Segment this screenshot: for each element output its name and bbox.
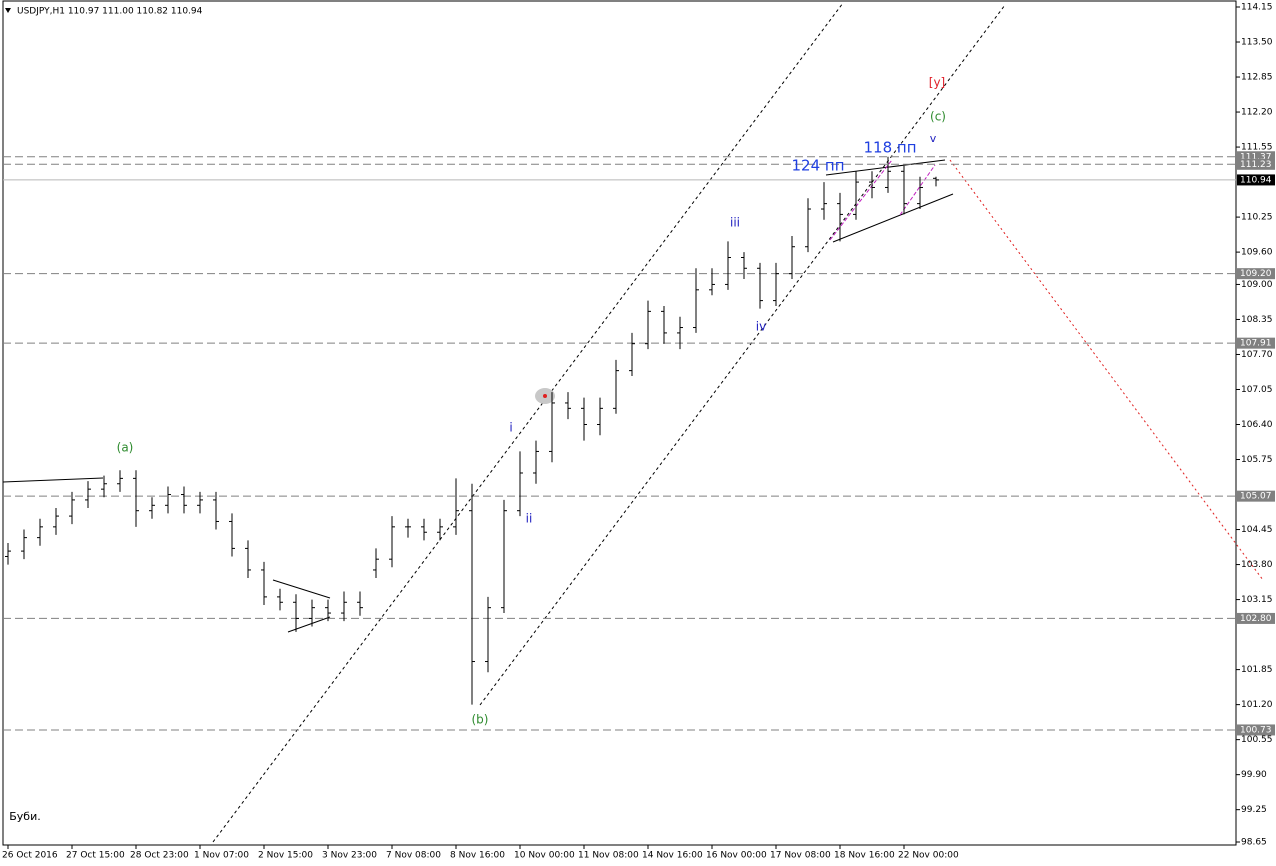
wave-label: iv	[756, 320, 766, 334]
x-tick-label: 7 Nov 08:00	[386, 851, 441, 861]
wave-label: (c)	[930, 110, 946, 124]
trend-line	[2, 477, 104, 483]
wave-label: ii	[526, 512, 533, 526]
y-tick-label: 112.85	[1241, 73, 1273, 83]
y-tick-label: 106.40	[1241, 420, 1273, 430]
y-tick-label: 109.60	[1241, 248, 1273, 258]
level-label: 102.80	[1240, 614, 1272, 624]
trend-line	[825, 159, 946, 176]
wave-label: iii	[730, 216, 740, 230]
wave-label: v	[930, 132, 937, 145]
wave-label: [y]	[929, 76, 945, 90]
y-tick-label: 105.75	[1241, 455, 1273, 465]
channel-line	[212, 2, 844, 843]
x-tick-label: 1 Nov 07:00	[194, 851, 249, 861]
x-tick-label: 16 Nov 00:00	[706, 851, 767, 861]
wave-label: i	[509, 421, 512, 435]
x-tick-label: 14 Nov 16:00	[642, 851, 703, 861]
y-tick-label: 101.85	[1241, 665, 1273, 675]
y-tick-label: 98.65	[1241, 838, 1267, 848]
y-tick-label: 103.80	[1241, 560, 1273, 570]
y-tick-label: 107.70	[1241, 350, 1273, 360]
y-tick-label: 109.00	[1241, 280, 1273, 290]
level-label: 105.07	[1240, 492, 1272, 502]
x-tick-label: 28 Oct 23:00	[130, 851, 189, 861]
trend-line	[832, 193, 954, 243]
wave-label: (a)	[117, 441, 134, 455]
y-tick-label: 100.55	[1241, 735, 1273, 745]
x-tick-label: 22 Nov 00:00	[898, 851, 959, 861]
projection-line	[949, 159, 1264, 581]
level-box	[1237, 337, 1275, 349]
y-tick-label: 112.20	[1241, 108, 1273, 118]
drawings	[2, 2, 1264, 843]
level-label: 100.73	[1240, 725, 1272, 735]
level-box	[1237, 612, 1275, 624]
wave-label: 118 пп	[863, 139, 916, 157]
level-label: 109.20	[1240, 269, 1272, 279]
highlight-dot	[543, 394, 547, 398]
y-tick-label: 108.35	[1241, 315, 1273, 325]
level-box	[1237, 490, 1275, 502]
channel-line	[479, 4, 1006, 706]
level-label: 107.91	[1240, 339, 1272, 349]
x-tick-label: 2 Nov 15:00	[258, 851, 313, 861]
x-tick-label: 8 Nov 16:00	[450, 851, 505, 861]
y-tick-label: 113.50	[1241, 38, 1273, 48]
y-tick-label: 114.15	[1241, 3, 1273, 13]
level-box	[1237, 151, 1275, 163]
level-label: 111.23	[1240, 160, 1272, 170]
current-price-box	[1237, 174, 1275, 186]
level-box	[1237, 268, 1275, 280]
y-tick-label: 99.25	[1241, 805, 1267, 815]
level-label: 111.37	[1240, 152, 1272, 162]
wave-line	[829, 159, 893, 241]
y-tick-label: 99.90	[1241, 770, 1267, 780]
menu-arrow[interactable]	[5, 8, 11, 13]
y-tick-label: 111.55	[1241, 143, 1273, 153]
level-box	[1237, 158, 1275, 170]
y-tick-label: 101.20	[1241, 700, 1273, 710]
chart-title: USDJPY,H1 110.97 111.00 110.82 110.94	[17, 7, 203, 17]
current-price-label: 110.94	[1240, 175, 1272, 185]
x-tick-label: 10 Nov 00:00	[514, 851, 575, 861]
wave-line	[899, 164, 936, 216]
x-tick-label: 11 Nov 08:00	[578, 851, 639, 861]
x-tick-label: 18 Nov 16:00	[834, 851, 895, 861]
x-tick-label: 3 Nov 23:00	[322, 851, 377, 861]
x-tick-label: 27 Oct 15:00	[66, 851, 125, 861]
wave-label: 124 пп	[791, 157, 844, 175]
wave-label: Буби.	[9, 810, 41, 823]
trend-line	[287, 616, 331, 633]
y-tick-label: 110.25	[1241, 213, 1273, 223]
plot-frame	[2, 0, 1237, 846]
x-tick-label: 26 Oct 2016	[2, 851, 58, 861]
wave-label: (b)	[472, 713, 489, 727]
trend-line	[272, 579, 331, 599]
x-tick-label: 17 Nov 08:00	[770, 851, 831, 861]
y-tick-label: 104.45	[1241, 525, 1273, 535]
y-tick-label: 107.05	[1241, 385, 1273, 395]
y-tick-label: 103.15	[1241, 595, 1273, 605]
level-box	[1237, 724, 1275, 736]
